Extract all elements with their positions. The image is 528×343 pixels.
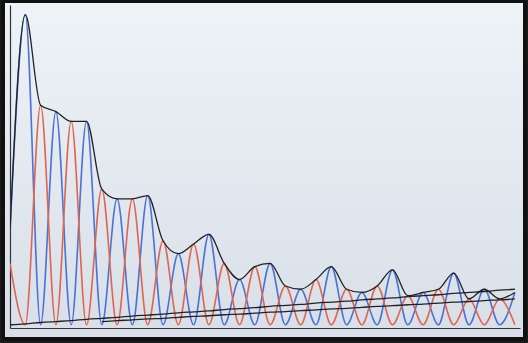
- series-line: [10, 105, 515, 325]
- x-axis-line: [11, 328, 521, 329]
- plot-background: [5, 2, 523, 337]
- series-line: [10, 15, 515, 299]
- chart: [0, 0, 528, 343]
- plot-area: [10, 15, 515, 325]
- series-line: [102, 299, 515, 322]
- y-axis: [10, 6, 11, 329]
- series-line: [10, 289, 515, 325]
- y-axis-line: [10, 6, 11, 329]
- series-line: [10, 15, 515, 325]
- x-axis: [11, 328, 521, 329]
- frame: [3, 1, 525, 339]
